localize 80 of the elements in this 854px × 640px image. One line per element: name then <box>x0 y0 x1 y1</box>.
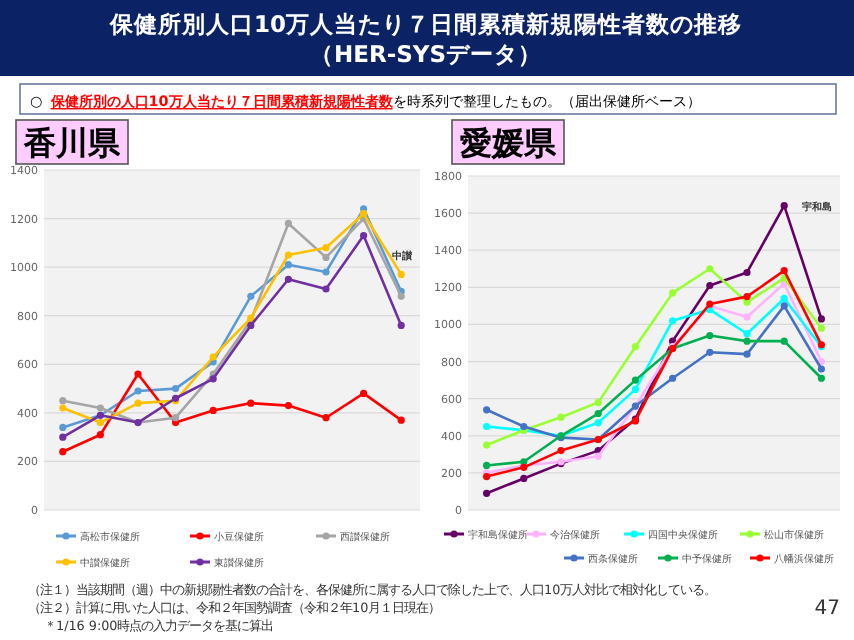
point <box>134 399 142 407</box>
point <box>743 293 751 301</box>
point <box>817 324 825 332</box>
point <box>360 389 368 398</box>
point <box>209 406 217 415</box>
point <box>397 292 405 300</box>
point <box>631 343 639 351</box>
point <box>96 404 104 412</box>
chart-title: 香川県 <box>22 124 122 162</box>
text: 保健所別人口10万人当たり７日間累積新規陽性者数の推移 <box>107 10 743 38</box>
point <box>397 270 405 279</box>
point <box>743 337 751 345</box>
point <box>706 348 714 356</box>
point <box>209 375 217 383</box>
point <box>284 275 292 283</box>
point <box>172 384 180 393</box>
point <box>360 231 368 240</box>
point <box>594 419 602 427</box>
point <box>483 489 491 497</box>
point <box>172 414 180 422</box>
point <box>397 321 405 330</box>
point <box>284 251 292 259</box>
point <box>743 350 751 358</box>
point <box>780 302 788 310</box>
point <box>631 385 639 393</box>
point <box>706 281 714 290</box>
text: 47 <box>814 598 840 620</box>
point <box>483 406 491 414</box>
point <box>322 285 330 293</box>
point <box>209 353 217 361</box>
point <box>594 452 602 460</box>
point <box>96 431 104 439</box>
point <box>483 461 491 470</box>
point <box>322 268 330 276</box>
point <box>360 210 368 218</box>
point <box>817 357 825 366</box>
point <box>780 337 788 345</box>
point <box>397 416 405 424</box>
point <box>669 374 677 382</box>
point <box>780 202 788 210</box>
point <box>59 448 67 456</box>
text: （HER-SYSデータ） <box>309 40 543 68</box>
point <box>594 398 602 406</box>
point <box>780 267 788 275</box>
point <box>59 433 67 441</box>
point <box>59 397 67 405</box>
point <box>284 401 292 410</box>
point <box>669 317 677 325</box>
point <box>817 315 825 323</box>
point <box>743 330 751 338</box>
point <box>706 265 714 273</box>
line-series <box>483 265 825 449</box>
point <box>706 331 714 340</box>
point <box>247 292 255 300</box>
point <box>483 441 491 449</box>
point <box>594 409 602 418</box>
point <box>59 404 67 412</box>
point <box>780 294 788 303</box>
chart-title: 愛媛県 <box>460 124 558 162</box>
point <box>284 219 292 228</box>
point <box>817 374 825 382</box>
point <box>483 422 491 431</box>
point <box>520 474 528 483</box>
point <box>59 423 67 432</box>
point <box>743 313 751 321</box>
point <box>557 447 565 455</box>
point <box>669 289 677 297</box>
point <box>322 244 330 252</box>
point <box>134 387 142 395</box>
point <box>247 321 255 330</box>
point <box>743 268 751 277</box>
point <box>817 365 825 373</box>
point <box>284 261 292 269</box>
point <box>557 413 565 421</box>
point <box>631 376 639 384</box>
point <box>322 414 330 422</box>
point <box>134 370 142 378</box>
point <box>247 399 255 407</box>
point <box>96 418 104 427</box>
point <box>322 253 330 262</box>
